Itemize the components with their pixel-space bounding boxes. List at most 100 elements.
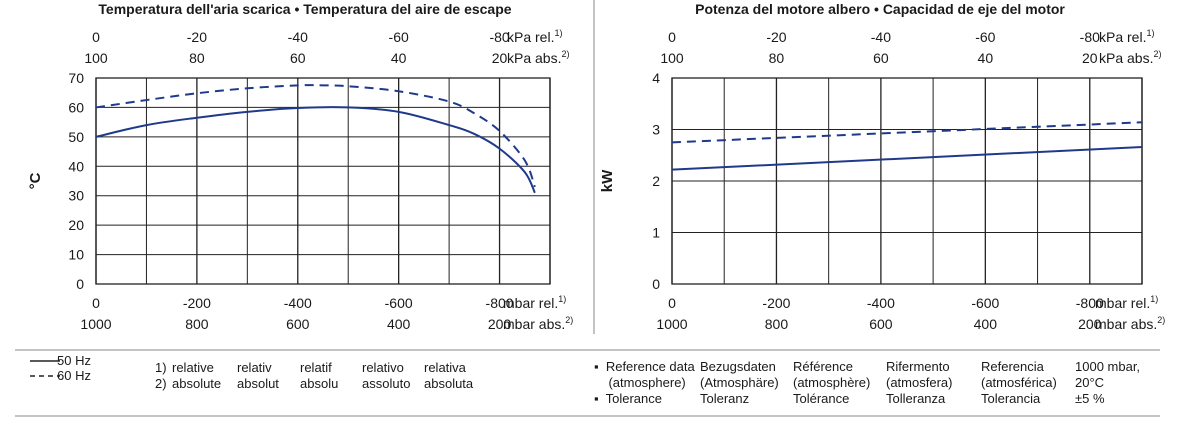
reference-term: (atmosférica) <box>981 375 1057 390</box>
power-x-bottom-abs-tick: 400 <box>974 316 998 332</box>
temp-x-bottom-rel-tick: -400 <box>284 295 312 311</box>
power-chart-title: Potenza del motore albero • Capacidad de… <box>695 1 1065 17</box>
temp-x-bottom-abs-unit: mbar abs.2) <box>503 315 573 332</box>
temp-x-bottom-abs-tick: 1000 <box>80 316 111 332</box>
power-x-bottom-abs-unit: mbar abs.2) <box>1095 315 1165 332</box>
temp-x-bottom-abs-tick: 200 <box>488 316 512 332</box>
reference-term: Referencia <box>981 359 1044 374</box>
reference-term: Référence <box>793 359 853 374</box>
footnote-term: relativa <box>424 360 466 375</box>
power-x-top-rel-tick: -20 <box>766 29 786 45</box>
temp-x-top-rel-tick: -20 <box>187 29 207 45</box>
reference-term: ▪ Tolerance <box>594 391 662 406</box>
temp-plot-frame <box>95 77 551 285</box>
temp-y-tick-label: 20 <box>68 217 84 233</box>
power-x-bottom-rel-tick: -400 <box>867 295 895 311</box>
temp-x-top-rel-tick: -60 <box>389 29 409 45</box>
temp-x-top-abs-unit: kPa abs.2) <box>507 49 570 66</box>
power-x-top-rel-tick: -80 <box>1080 29 1100 45</box>
power-x-bottom-abs-tick: 1000 <box>656 316 687 332</box>
temp-x-bottom-rel-tick: -800 <box>486 295 514 311</box>
temp-y-tick-label: 40 <box>68 158 84 174</box>
footnote-term: relativo <box>362 360 404 375</box>
temp-x-bottom-rel-tick: 0 <box>92 295 100 311</box>
temp-series-60hz-line <box>95 84 536 188</box>
power-y-tick-label: 3 <box>652 122 660 138</box>
reference-term: Toleranz <box>700 391 750 406</box>
footnote-term: relativ <box>237 360 272 375</box>
temp-chart-title: Temperatura dell'aria scarica • Temperat… <box>98 1 511 17</box>
temp-y-tick-label: 60 <box>68 99 84 115</box>
power-x-bottom-abs-tick: 200 <box>1078 316 1102 332</box>
temp-x-bottom-abs-tick: 600 <box>286 316 310 332</box>
power-x-top-abs-tick: 20 <box>1082 50 1098 66</box>
reference-term: (Atmosphäre) <box>700 375 779 390</box>
power-x-top-rel-tick: -40 <box>871 29 891 45</box>
reference-term: 1000 mbar, <box>1075 359 1141 374</box>
reference-term: Rifermento <box>886 359 950 374</box>
temp-y-axis-label: °C <box>27 172 44 189</box>
power-x-top-rel-tick: 0 <box>668 29 676 45</box>
temp-x-top-abs-tick: 100 <box>84 50 108 66</box>
temp-x-bottom-rel-tick: -200 <box>183 295 211 311</box>
power-x-top-abs-tick: 60 <box>873 50 889 66</box>
power-x-bottom-abs-tick: 600 <box>869 316 893 332</box>
temp-y-tick-label: 50 <box>68 129 84 145</box>
power-x-bottom-abs-tick: 800 <box>765 316 789 332</box>
legend-60hz-label: 60 Hz <box>57 368 91 383</box>
temp-x-top-rel-tick: -40 <box>288 29 308 45</box>
footnote-term: assoluto <box>362 376 411 391</box>
reference-term: Tolerancia <box>981 391 1041 406</box>
footnote-2-marker: 2) <box>155 376 167 391</box>
footnote-term: relative <box>172 360 214 375</box>
power-series-50hz-line <box>671 146 1143 171</box>
reference-term: ±5 % <box>1075 391 1105 406</box>
power-x-top-abs-unit: kPa abs.2) <box>1099 49 1162 66</box>
temp-series-50hz-line <box>95 106 536 194</box>
power-y-tick-label: 4 <box>652 70 660 86</box>
temp-y-tick-label: 10 <box>68 247 84 263</box>
footnote-term: absolu <box>300 376 339 391</box>
temp-x-top-rel-tick: 0 <box>92 29 100 45</box>
temp-x-top-rel-tick: -80 <box>489 29 509 45</box>
temp-y-tick-label: 30 <box>68 188 84 204</box>
power-x-top-abs-tick: 80 <box>769 50 785 66</box>
legend-swatches <box>30 360 60 377</box>
temp-y-tick-label: 70 <box>68 70 84 86</box>
reference-term: Bezugsdaten <box>700 359 776 374</box>
power-x-bottom-rel-tick: 0 <box>668 295 676 311</box>
temp-x-top-abs-tick: 80 <box>189 50 205 66</box>
power-x-top-rel-unit: kPa rel.1) <box>1099 28 1154 45</box>
legend-footer: 50 Hz 60 Hz 1) 2) relative absolute relati… <box>0 350 1200 420</box>
temp-x-bottom-rel-unit: mbar rel.1) <box>503 294 566 311</box>
power-y-tick-label: 0 <box>652 276 660 292</box>
power-x-top-abs-tick: 40 <box>978 50 994 66</box>
power-x-bottom-rel-tick: -800 <box>1076 295 1104 311</box>
temp-x-top-abs-tick: 20 <box>492 50 508 66</box>
temp-x-bottom-rel-tick: -600 <box>385 295 413 311</box>
footnote-term: relatif <box>300 360 332 375</box>
footnote-term: absolut <box>237 376 279 391</box>
reference-term: (atmosphere) <box>594 375 686 390</box>
power-plot-frame <box>671 77 1143 285</box>
reference-term: Tolleranza <box>886 391 946 406</box>
power-x-bottom-rel-tick: -200 <box>762 295 790 311</box>
reference-term: (atmosfera) <box>886 375 953 390</box>
power-y-tick-label: 2 <box>652 173 660 189</box>
temp-x-top-rel-unit: kPa rel.1) <box>507 28 562 45</box>
temp-x-bottom-abs-tick: 400 <box>387 316 411 332</box>
footnote-1-marker: 1) <box>155 360 167 375</box>
temp-x-bottom-abs-tick: 800 <box>185 316 209 332</box>
power-y-axis-label: kW <box>599 169 616 192</box>
power-x-top-abs-tick: 100 <box>660 50 684 66</box>
power-series-60hz-line <box>671 121 1143 144</box>
footnote-term: absoluta <box>424 376 474 391</box>
power-x-bottom-rel-tick: -600 <box>971 295 999 311</box>
power-y-tick-label: 1 <box>652 225 660 241</box>
footnote-term: absolute <box>172 376 222 391</box>
reference-term: Tolérance <box>793 391 850 406</box>
temp-y-tick-label: 0 <box>76 276 84 292</box>
power-x-bottom-rel-unit: mbar rel.1) <box>1095 294 1158 311</box>
reference-term: ▪ Reference data <box>594 359 695 374</box>
